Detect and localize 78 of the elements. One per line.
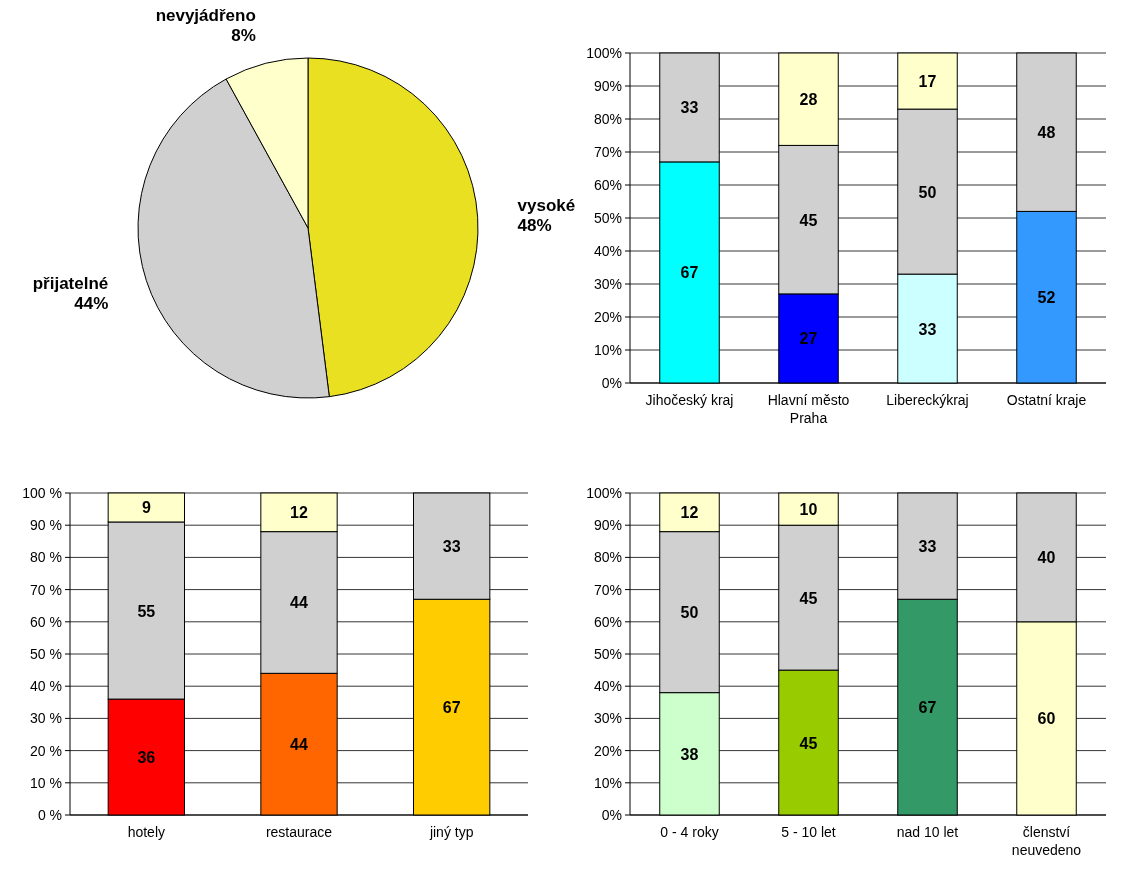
data-label: 45 — [799, 589, 818, 607]
data-label: 17 — [918, 73, 937, 91]
x-tick-label: hotely — [127, 824, 166, 840]
y-tick-label: 50 % — [30, 646, 62, 662]
slice-label: vysoké — [517, 195, 576, 215]
y-tick-label: 80% — [593, 549, 622, 566]
y-tick-label: 70% — [593, 144, 622, 160]
y-tick-label: 20% — [593, 742, 622, 759]
y-tick-label: 20 % — [30, 742, 62, 759]
data-label: 44% — [74, 293, 109, 313]
y-tick-label: 30% — [593, 710, 622, 727]
data-label: 67 — [680, 264, 699, 282]
y-tick-label: 10% — [593, 342, 622, 358]
data-label: 55 — [137, 602, 156, 620]
data-label: 50 — [918, 183, 937, 201]
slice-label: přijatelné — [32, 273, 109, 293]
y-tick-label: 60 % — [30, 613, 62, 630]
y-tick-label: 60% — [593, 613, 622, 630]
data-label: 60 — [1037, 710, 1056, 728]
x-tick-label: Ostatní kraje — [1006, 392, 1087, 408]
y-tick-label: 90 % — [30, 517, 62, 534]
data-label: 12 — [680, 504, 699, 522]
y-tick-label: 30 % — [30, 710, 62, 727]
data-label: 52 — [1037, 289, 1056, 307]
y-tick-label: 90% — [593, 517, 622, 534]
x-tick-label: 0 - 4 roky — [660, 824, 719, 840]
data-label: 33 — [918, 320, 937, 338]
y-tick-label: 100 % — [22, 485, 62, 501]
data-label: 50 — [680, 604, 699, 622]
y-tick-label: 40% — [593, 243, 622, 259]
y-tick-label: 50% — [593, 210, 622, 226]
y-tick-label: 80 % — [30, 549, 62, 566]
data-label: 36 — [137, 749, 156, 767]
slice-label: nevyjádřeno — [155, 5, 256, 25]
x-tick-label: nad 10 let — [896, 824, 959, 840]
y-tick-label: 0% — [601, 375, 622, 391]
y-tick-label: 70 % — [30, 581, 62, 598]
data-label: 33 — [918, 538, 937, 556]
data-label: 33 — [680, 99, 699, 117]
x-tick-label: Jihočeský kraj — [645, 392, 734, 408]
data-label: 28 — [799, 91, 818, 109]
data-label: 9 — [141, 499, 151, 517]
data-label: 27 — [799, 330, 818, 348]
x-tick-label: 5 - 10 let — [781, 824, 836, 840]
y-tick-label: 10 % — [30, 774, 62, 791]
y-tick-label: 90% — [593, 78, 622, 94]
y-tick-label: 70% — [593, 581, 622, 598]
data-label: 67 — [918, 699, 937, 717]
data-label: 48% — [517, 215, 552, 235]
data-label: 44 — [290, 736, 308, 754]
y-tick-label: 50% — [593, 646, 622, 662]
y-tick-label: 80% — [593, 111, 622, 127]
y-tick-label: 100% — [586, 45, 622, 61]
y-tick-label: 0 % — [37, 807, 62, 823]
data-label: 67 — [442, 699, 461, 717]
data-label: 40 — [1037, 549, 1056, 567]
data-label: 8% — [231, 25, 256, 45]
data-label: 45 — [799, 734, 818, 752]
x-tick-label: restaurace — [265, 824, 333, 840]
data-label: 38 — [680, 745, 699, 763]
data-label: 48 — [1037, 124, 1056, 142]
data-label: 45 — [799, 211, 818, 229]
y-tick-label: 10% — [593, 774, 622, 791]
y-tick-label: 0% — [601, 807, 622, 823]
x-tick-label: jiný typ — [428, 824, 474, 840]
x-tick-label: Libereckýkraj — [886, 392, 969, 408]
y-tick-label: 20% — [593, 309, 622, 325]
y-tick-label: 40 % — [30, 678, 62, 695]
data-label: 44 — [290, 594, 308, 612]
y-tick-label: 40% — [593, 678, 622, 695]
x-tick-label: Hlavní město Praha — [767, 392, 850, 426]
data-label: 10 — [799, 501, 818, 519]
data-label: 12 — [290, 504, 308, 522]
y-tick-label: 100% — [586, 485, 622, 501]
y-tick-label: 60% — [593, 177, 622, 193]
x-tick-label: členství neuvedeno — [1011, 824, 1082, 858]
data-label: 33 — [442, 538, 461, 556]
y-tick-label: 30% — [593, 276, 622, 292]
